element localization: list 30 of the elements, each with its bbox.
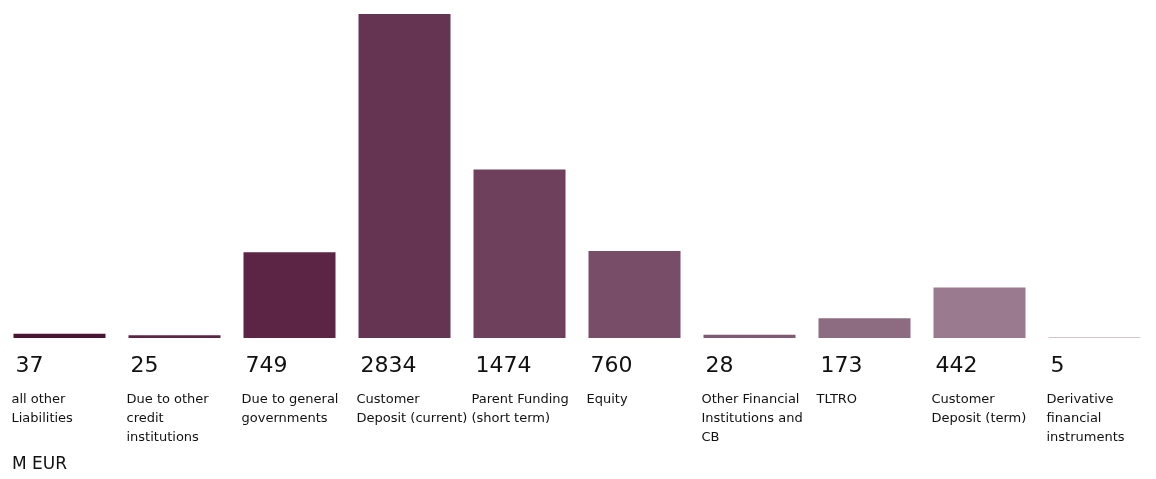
data-label: 2834 [360,352,417,377]
x-tick-label: Due to general governments [241,391,339,426]
data-label: 173 [820,352,863,377]
data-label: 28 [705,352,734,377]
x-tick-label: Equity [586,391,628,407]
x-tick-label: Parent Funding (short term) [471,391,569,426]
bar [358,14,451,338]
x-tick-label: Customer Deposit (term) [931,391,1027,426]
x-tick-label: Other Financial Institutions and CB [701,391,803,445]
x-tick-label: Derivative financial instruments [1046,391,1125,445]
bar [818,318,911,338]
bar [703,334,796,338]
x-tick-label: all other Liabilities [11,391,74,426]
data-label: 37 [15,352,44,377]
data-label: 5 [1050,352,1065,377]
x-tick-label: Customer Deposit (current) [356,391,468,426]
data-label: 1474 [475,352,532,377]
text: M EUR [12,453,69,473]
bar [473,169,566,338]
bar [588,251,681,338]
bar [13,333,106,338]
x-tick-label: Due to other credit institutions [126,391,210,445]
data-label: 760 [590,352,633,377]
bar [243,252,336,338]
bar [128,335,221,338]
data-label: 25 [130,352,159,377]
x-tick-label: TLTRO [815,391,858,407]
bar [933,287,1026,338]
data-label: 749 [245,352,288,377]
data-label: 442 [935,352,978,377]
